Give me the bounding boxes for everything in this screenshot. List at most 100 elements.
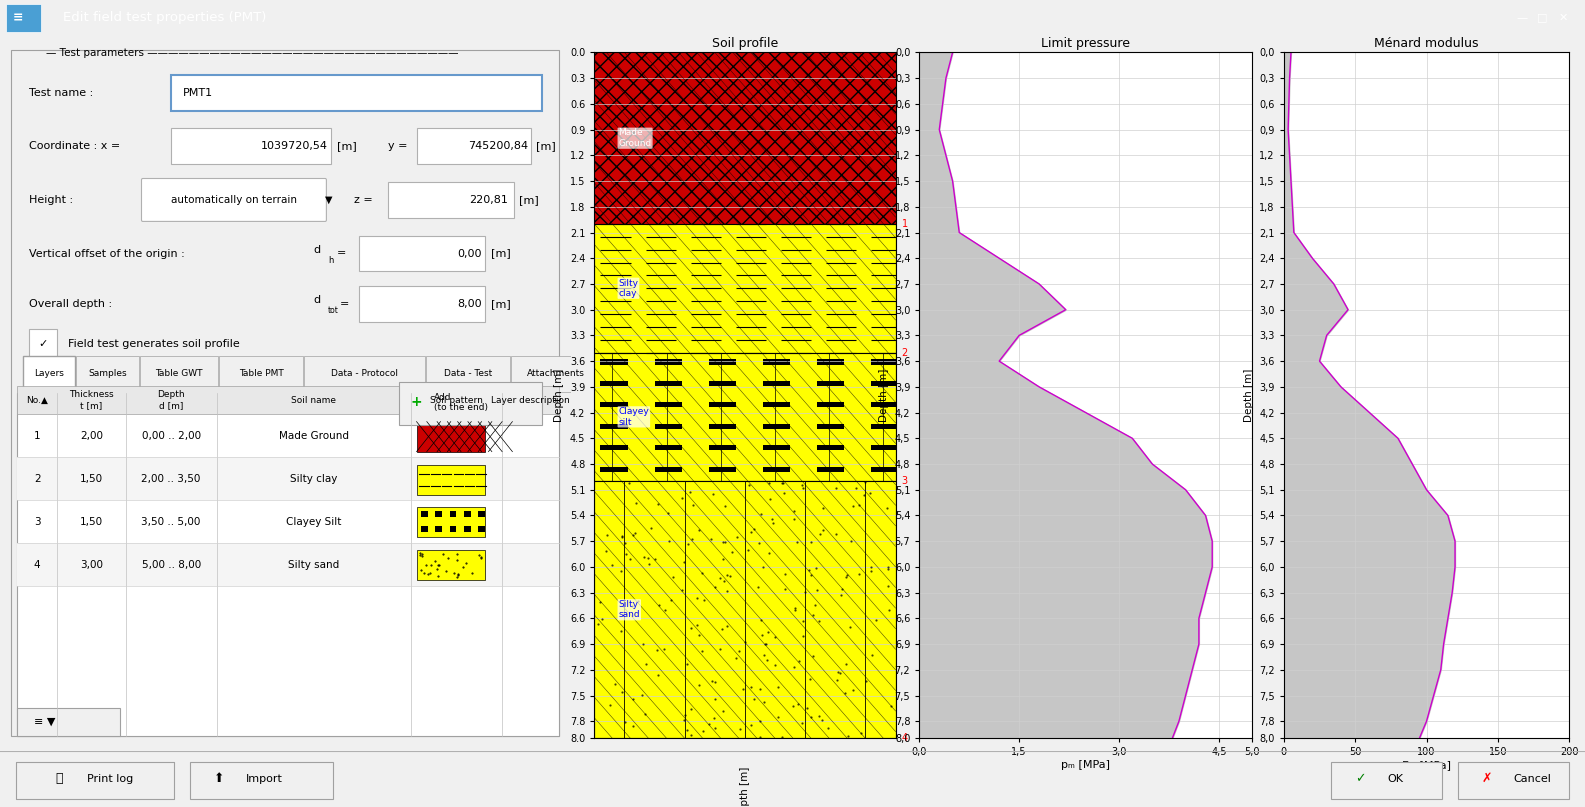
Bar	[479, 526, 485, 532]
Text: automatically on terrain: automatically on terrain	[171, 195, 296, 205]
Bar	[17, 458, 560, 500]
Bar	[818, 445, 845, 450]
Bar	[17, 393, 560, 736]
Text: [m]: [m]	[536, 141, 556, 152]
Title: Limit pressure: Limit pressure	[1041, 37, 1130, 50]
Text: ≡: ≡	[13, 11, 24, 24]
Bar	[708, 445, 735, 450]
Bar	[872, 424, 899, 429]
Text: OK: OK	[1387, 774, 1403, 784]
Bar	[708, 424, 735, 429]
Bar	[601, 445, 628, 450]
Text: 220,81: 220,81	[469, 195, 507, 205]
Bar	[594, 481, 896, 738]
Bar	[436, 512, 442, 517]
Bar	[872, 402, 899, 408]
Bar	[1458, 762, 1569, 799]
X-axis label: pₘ [MPa]: pₘ [MPa]	[1062, 760, 1110, 770]
Bar	[17, 543, 560, 586]
Text: Table PMT: Table PMT	[239, 370, 284, 378]
Bar	[190, 762, 333, 799]
Text: ✓: ✓	[38, 340, 48, 349]
Bar	[872, 445, 899, 450]
Bar	[17, 708, 120, 736]
Bar	[762, 466, 789, 472]
Bar	[872, 381, 899, 386]
Text: 3,00: 3,00	[79, 559, 103, 570]
Text: d: d	[314, 295, 320, 305]
Bar	[818, 402, 845, 408]
Text: [m]: [m]	[336, 141, 357, 152]
Bar	[76, 356, 139, 391]
Bar	[601, 424, 628, 429]
Bar	[655, 466, 682, 472]
Y-axis label: Depth [m]: Depth [m]	[880, 369, 889, 422]
Text: ▼: ▼	[325, 195, 333, 205]
Text: 🖨: 🖨	[55, 772, 63, 785]
Text: 5,00 .. 8,00: 5,00 .. 8,00	[141, 559, 201, 570]
Text: 8,00: 8,00	[458, 299, 482, 308]
Text: +: +	[411, 395, 423, 409]
Text: Import: Import	[246, 774, 282, 784]
Bar	[601, 402, 628, 408]
Bar	[708, 466, 735, 472]
Text: 1,50: 1,50	[79, 516, 103, 527]
Text: d: d	[314, 245, 320, 255]
Bar	[22, 356, 76, 391]
Bar	[818, 359, 845, 365]
Text: Overall depth :: Overall depth :	[29, 299, 111, 308]
Bar	[436, 526, 442, 532]
Text: 1,50: 1,50	[79, 474, 103, 484]
Text: 1039720,54: 1039720,54	[262, 141, 328, 152]
Text: PMT1: PMT1	[182, 88, 212, 98]
Bar	[17, 386, 560, 415]
Y-axis label: Depth [m]: Depth [m]	[555, 369, 564, 422]
Bar	[426, 356, 510, 391]
Text: Soil name: Soil name	[292, 395, 336, 404]
Text: No.▲: No.▲	[25, 395, 48, 404]
Text: Cancel: Cancel	[1514, 774, 1552, 784]
Bar	[708, 359, 735, 365]
Text: 2,00: 2,00	[79, 431, 103, 441]
FancyBboxPatch shape	[141, 178, 327, 221]
X-axis label: Eₘ [MPa]: Eₘ [MPa]	[1403, 760, 1450, 770]
Text: [m]: [m]	[491, 299, 510, 308]
Bar	[464, 512, 471, 517]
Text: ✓: ✓	[1355, 772, 1366, 785]
Bar	[219, 356, 303, 391]
Text: 1: 1	[33, 431, 40, 441]
Bar	[762, 359, 789, 365]
Bar	[655, 445, 682, 450]
Text: Attachments: Attachments	[526, 370, 585, 378]
Text: Samples: Samples	[89, 370, 127, 378]
Text: ✗: ✗	[1482, 772, 1493, 785]
Text: [m]: [m]	[491, 249, 510, 258]
Text: Thickness
t [m]: Thickness t [m]	[70, 390, 114, 410]
Bar	[601, 381, 628, 386]
Bar	[872, 466, 899, 472]
Bar	[655, 402, 682, 408]
Text: Silty sand: Silty sand	[288, 559, 339, 570]
Bar	[16, 762, 174, 799]
Bar	[872, 359, 899, 365]
Text: Vertical offset of the origin :: Vertical offset of the origin :	[29, 249, 184, 258]
Bar	[6, 3, 41, 32]
Bar	[1331, 762, 1442, 799]
Bar	[450, 526, 456, 532]
Text: — Test parameters ——————————————————————————————: — Test parameters ——————————————————————…	[46, 48, 458, 58]
Bar	[818, 381, 845, 386]
Bar	[388, 182, 514, 218]
Bar	[417, 550, 485, 580]
Bar	[655, 359, 682, 365]
Bar	[360, 286, 485, 321]
Text: tot: tot	[328, 307, 339, 316]
Bar	[601, 466, 628, 472]
Bar	[417, 128, 531, 164]
Text: ≡ ▼: ≡ ▼	[35, 717, 55, 727]
Text: —: —	[1515, 13, 1528, 23]
Bar	[171, 128, 331, 164]
Bar	[399, 383, 542, 425]
Text: Layer description: Layer description	[491, 395, 571, 404]
Bar	[360, 236, 485, 271]
Text: Table GWT: Table GWT	[155, 370, 203, 378]
